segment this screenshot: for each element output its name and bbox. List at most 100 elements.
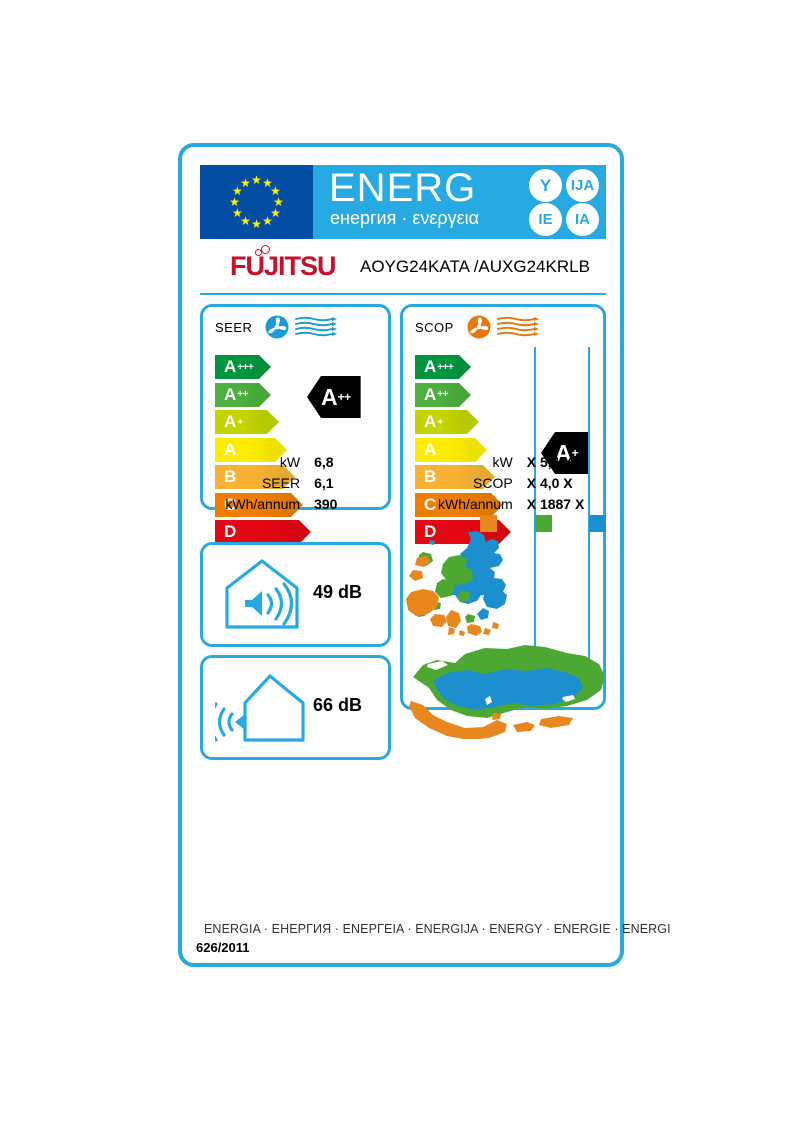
cooling-panel: SEER xyxy=(200,304,391,544)
value-number: X 4,0 X xyxy=(526,474,573,491)
class-letter: D xyxy=(224,522,237,541)
energy-class-A+++: A +++ xyxy=(415,355,471,379)
label-header: ★ ★ ★ ★ ★ ★ ★ ★ ★ ★ ★ ★ ENERG енергия · ενεργεια Y … xyxy=(200,165,606,239)
energy-class-D: D xyxy=(215,520,311,544)
badge-y: Y xyxy=(529,169,562,202)
value-number: X 1887 X xyxy=(526,495,585,512)
noise-indoor-panel: 66 dB xyxy=(200,655,391,760)
class-letter: D xyxy=(424,522,437,541)
class-letter: A xyxy=(424,439,437,459)
class-letter: C xyxy=(224,494,237,514)
value-row: SEER 6,1 xyxy=(211,472,379,493)
energy-class-C: C xyxy=(415,492,503,517)
energy-class-A+: A + xyxy=(215,410,279,434)
eu-star-icon: ★ xyxy=(240,175,251,190)
fan-cooling-icon xyxy=(262,315,358,339)
energy-brand-band: ENERG енергия · ενεργεια Y IJA IE IA xyxy=(313,165,606,239)
noise-indoor-value: 66 dB xyxy=(313,695,363,715)
class-letter: A xyxy=(224,357,237,376)
value-number: 390 xyxy=(314,495,338,512)
badge-ie: IE xyxy=(529,203,562,236)
energy-class-A++: A ++ xyxy=(415,382,471,407)
eu-star-icon: ★ xyxy=(262,214,273,229)
eu-star-icon: ★ xyxy=(232,206,243,220)
eu-star-icon: ★ xyxy=(273,195,284,209)
heating-panel-header: SCOP xyxy=(415,315,560,339)
heating-panel: SCOP xyxy=(400,304,606,739)
class-letter: B xyxy=(224,467,237,486)
energ-subtitle: енергия · ενεργεια xyxy=(330,208,480,228)
class-plus: + xyxy=(437,416,443,428)
cooling-rating-marker: A ++ xyxy=(307,376,361,418)
brand-model-row: FUJITSU AOYG24KATA /AUXG24KRLB xyxy=(200,243,606,295)
value-key: kWh/annum xyxy=(225,495,301,512)
eu-star-icon: ★ xyxy=(229,195,240,209)
house-speaker-inside-icon xyxy=(223,557,301,631)
marker-plus: + xyxy=(571,446,579,460)
eu-star-icon: ★ xyxy=(240,214,251,229)
marker-letter: A xyxy=(555,439,572,466)
class-letter: A xyxy=(424,412,437,431)
class-plus: ++ xyxy=(437,389,448,400)
value-key: kWh/annum xyxy=(438,495,513,512)
value-row: kW 6,8 xyxy=(211,451,379,472)
europe-climate-map xyxy=(405,530,525,642)
cooling-values-table: kW 6,8 SEER 6,1 kWh/annum 390 xyxy=(211,451,379,514)
turkey-climate-map xyxy=(405,639,605,739)
eu-star-icon: ★ xyxy=(270,184,281,198)
class-plus: + xyxy=(237,416,243,428)
class-plus: +++ xyxy=(437,361,454,373)
badge-ia: IA xyxy=(566,203,599,236)
energy-class-B: B xyxy=(415,465,495,489)
class-letter: C xyxy=(424,494,437,514)
marker-plus: ++ xyxy=(337,390,352,404)
eu-star-icon: ★ xyxy=(232,184,243,198)
class-letter: B xyxy=(424,467,437,486)
fujitsu-logo: FUJITSU xyxy=(230,251,337,281)
energy-class-A+++: A +++ xyxy=(215,355,271,379)
energy-class-A: A xyxy=(215,437,287,462)
energy-class-A++: A ++ xyxy=(215,382,271,407)
class-letter: A xyxy=(224,384,237,404)
value-row: kWh/annum X 1887 X xyxy=(405,493,601,514)
energy-class-B: B xyxy=(215,465,295,489)
house-speaker-outside-icon xyxy=(215,670,307,744)
footer-regulation: 626/2011 xyxy=(196,940,250,955)
fan-heating-icon xyxy=(464,315,560,339)
value-number: 6,8 xyxy=(314,453,334,470)
eu-star-icon: ★ xyxy=(262,175,273,190)
class-plus: ++ xyxy=(237,389,248,400)
value-row: kW X 5,4 X xyxy=(405,451,601,472)
class-letter: A xyxy=(424,357,437,376)
eu-star-icon: ★ xyxy=(251,217,262,231)
legend-warmer-swatch xyxy=(480,515,497,532)
fujitsu-logo-dots-icon xyxy=(255,245,279,256)
legend-colder-swatch xyxy=(589,515,606,532)
heating-metric-label: SCOP xyxy=(415,319,454,335)
energ-wordmark: ENERG xyxy=(329,166,477,210)
noise-outdoor-value: 49 dB xyxy=(313,582,363,602)
cooling-metric-label: SEER xyxy=(215,319,253,335)
class-letter: A xyxy=(224,439,237,459)
noise-outdoor-panel: 49 dB xyxy=(200,542,391,647)
class-plus: +++ xyxy=(237,361,254,373)
energy-class-A: A xyxy=(415,437,487,462)
energy-class-C: C xyxy=(215,492,303,517)
value-number: X 5,4 X xyxy=(526,453,573,470)
value-row: SCOP X 4,0 X xyxy=(405,472,601,493)
model-number: AOYG24KATA /AUXG24KRLB xyxy=(360,257,590,276)
cooling-panel-header: SEER xyxy=(215,315,358,339)
cooling-class-scale: A +++ A ++ A + A B C D xyxy=(215,355,311,548)
heating-values-table: kW X 5,4 X SCOP X 4,0 X kWh/annum X 1887 X xyxy=(405,451,601,514)
eu-star-icon: ★ xyxy=(251,173,262,187)
energy-label: ★ ★ ★ ★ ★ ★ ★ ★ ★ ★ ★ ★ ENERG енергия · ενεργεια Y … xyxy=(178,143,671,967)
value-row: kWh/annum 390 xyxy=(211,493,379,514)
eu-flag-icon: ★ ★ ★ ★ ★ ★ ★ ★ ★ ★ ★ ★ xyxy=(200,165,313,239)
legend-average-swatch xyxy=(535,515,552,532)
class-letter: A xyxy=(224,412,237,431)
value-key: kW xyxy=(492,453,513,470)
eu-star-icon: ★ xyxy=(270,206,281,220)
value-number: 6,1 xyxy=(314,474,334,491)
value-key: SEER xyxy=(261,474,301,491)
badge-ija: IJA xyxy=(566,169,599,202)
